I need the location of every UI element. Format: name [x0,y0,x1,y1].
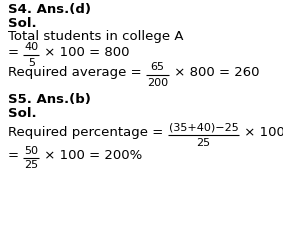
Text: 25: 25 [24,161,38,170]
Text: × 100 = 200%: × 100 = 200% [40,149,143,162]
Text: 50: 50 [24,146,38,155]
Text: 200: 200 [147,77,168,88]
Text: Required average =: Required average = [8,66,146,79]
Text: 65: 65 [151,63,164,73]
Text: 5: 5 [28,58,35,67]
Text: Sol.: Sol. [8,17,37,30]
Text: (35+40)−25: (35+40)−25 [168,122,238,133]
Text: × 100 = 800: × 100 = 800 [40,46,130,59]
Text: Total students in college A: Total students in college A [8,30,183,43]
Text: S4. Ans.(d): S4. Ans.(d) [8,3,91,16]
Text: S5. Ans.(b): S5. Ans.(b) [8,93,91,106]
Text: Required percentage =: Required percentage = [8,126,168,139]
Text: =: = [8,46,23,59]
Text: Sol.: Sol. [8,107,37,120]
Text: 25: 25 [196,137,211,148]
Text: =: = [8,149,23,162]
Text: × 800 = 260: × 800 = 260 [170,66,260,79]
Text: × 100: × 100 [240,126,283,139]
Text: 40: 40 [24,43,38,52]
